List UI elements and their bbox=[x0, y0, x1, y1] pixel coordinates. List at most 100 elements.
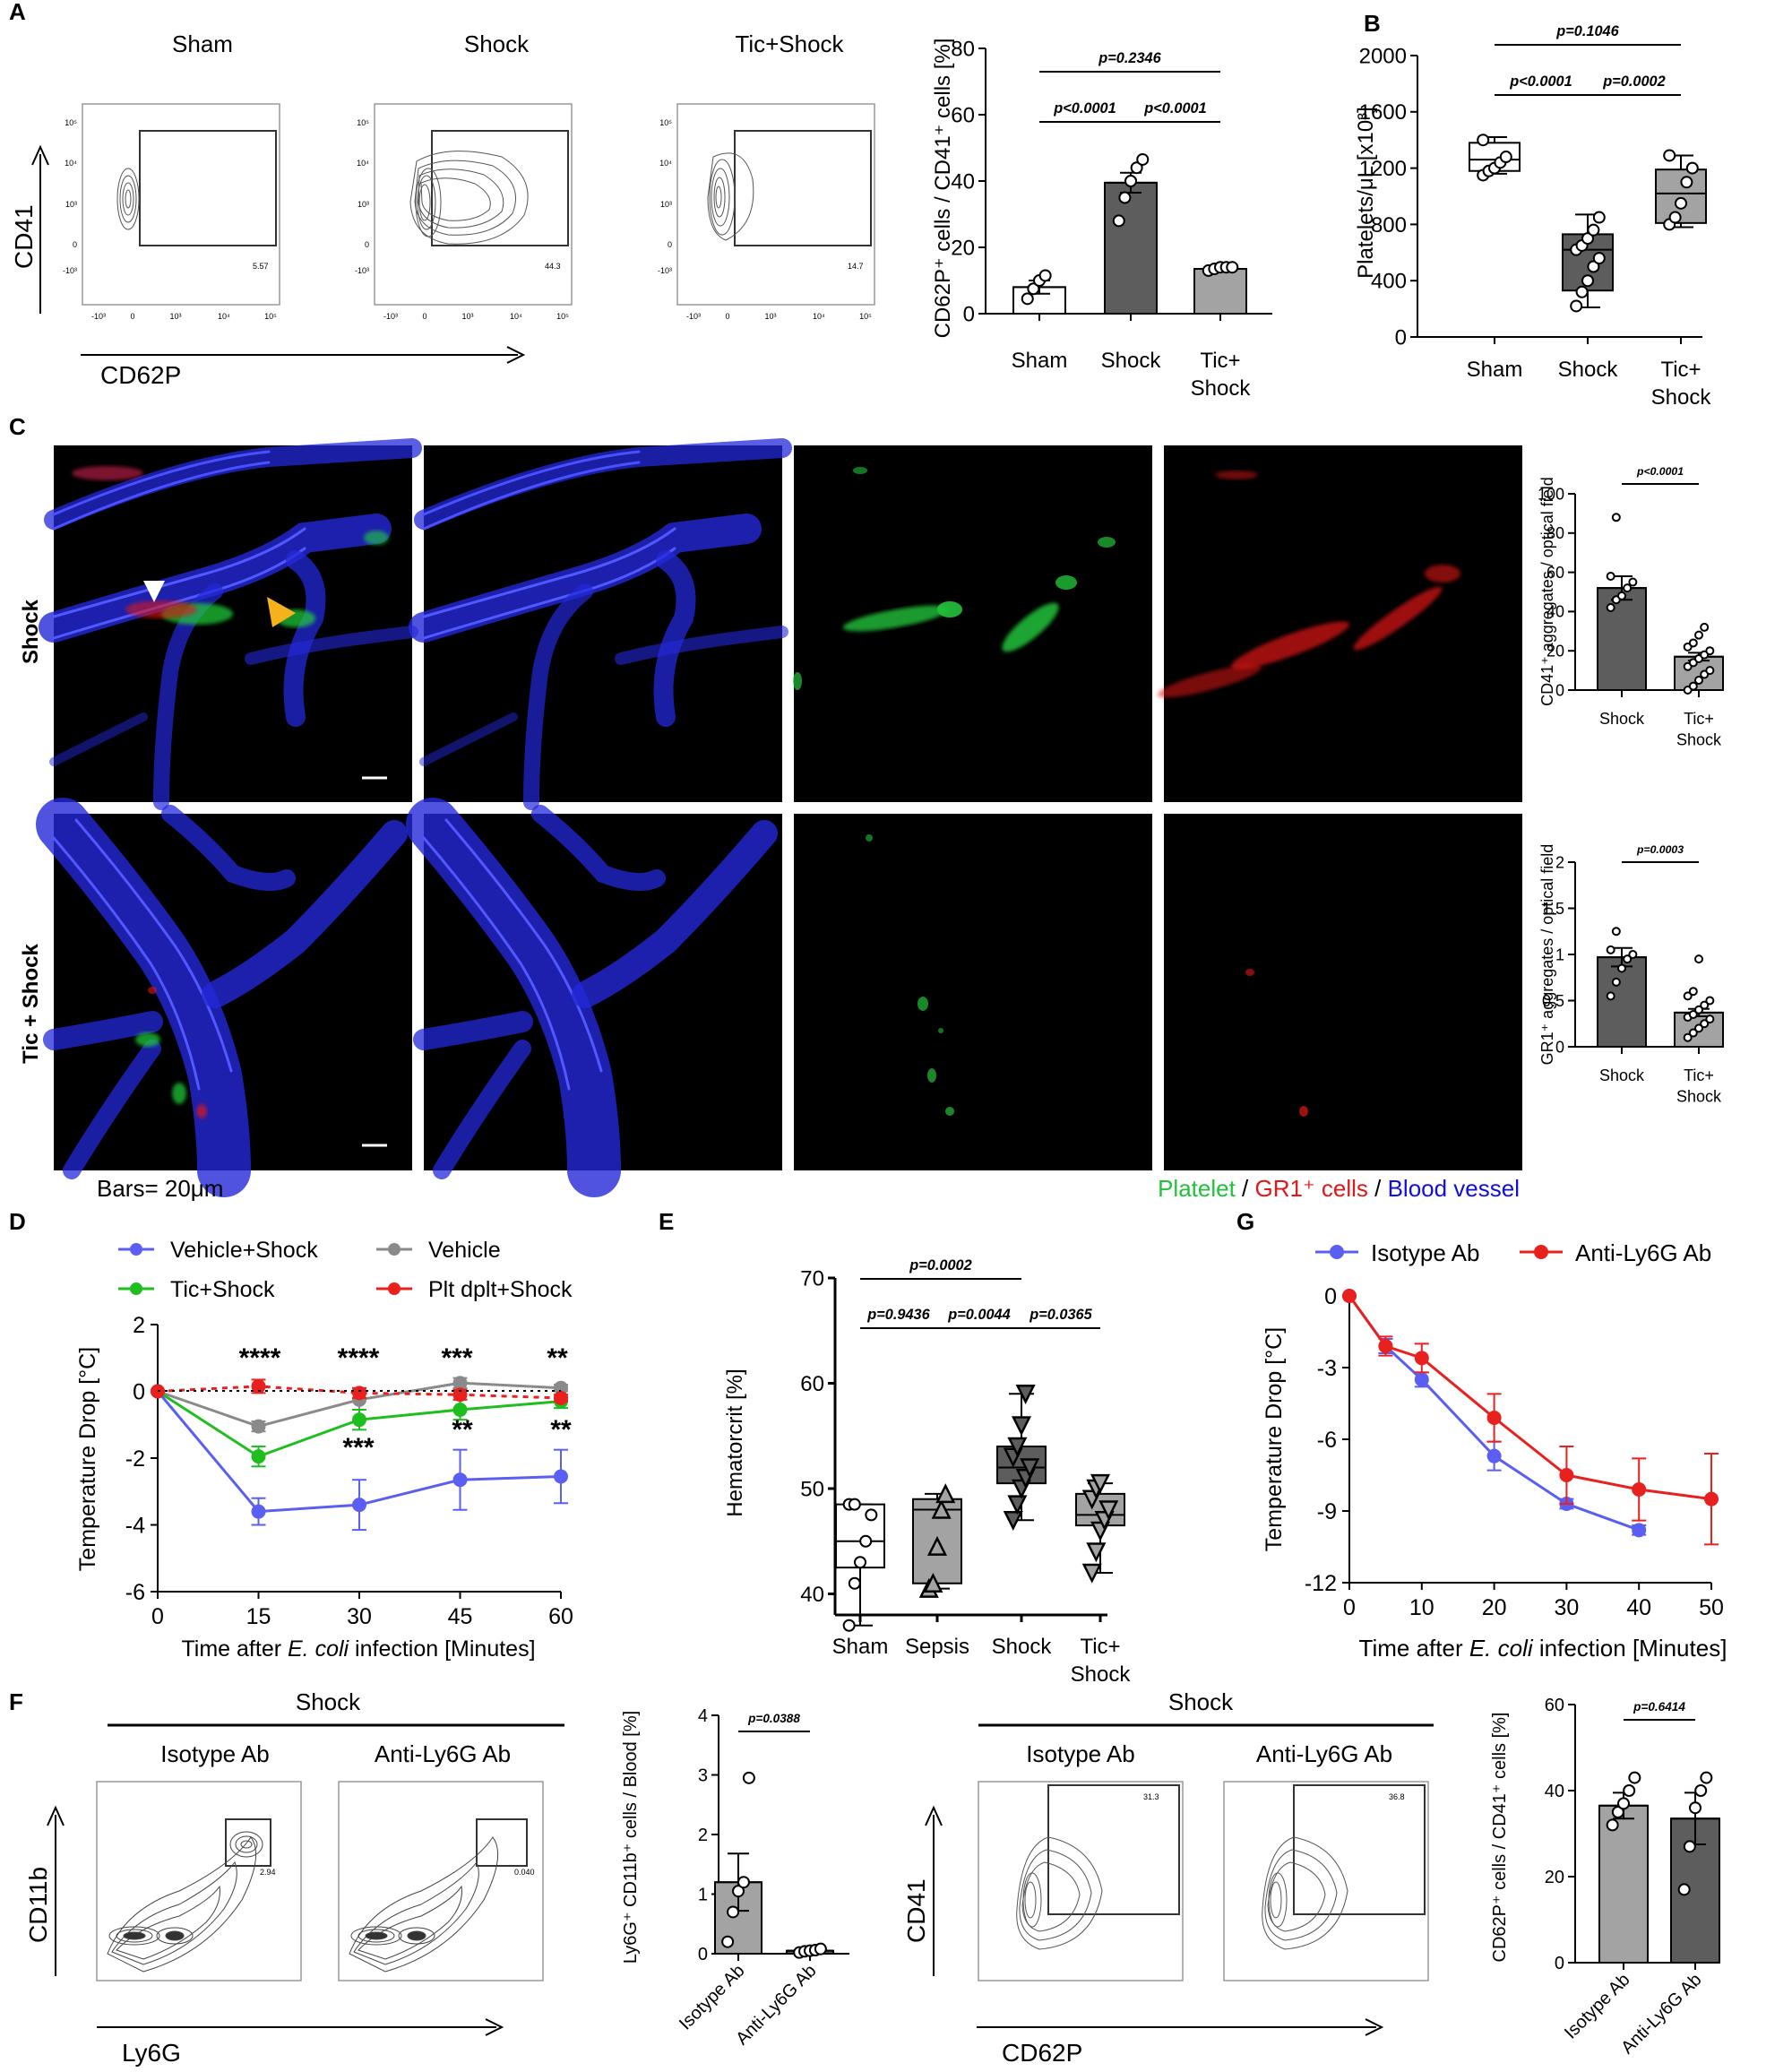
data-point bbox=[848, 1498, 861, 1511]
svg-text:10⁴: 10⁴ bbox=[510, 312, 522, 321]
p-value: p=0.0365 bbox=[1029, 1307, 1092, 1323]
data-point bbox=[1486, 1411, 1502, 1425]
p-value: p<0.0001 bbox=[1509, 73, 1572, 90]
y-tick-label: 60 bbox=[800, 1372, 824, 1396]
x-tick-label: Shock bbox=[1599, 1066, 1645, 1084]
data-point bbox=[452, 1472, 468, 1488]
gate-isotype-ly6g bbox=[225, 1818, 271, 1867]
x-tick-label: Shock bbox=[992, 1635, 1053, 1659]
data-point bbox=[1688, 1009, 1698, 1019]
data-point bbox=[865, 1508, 878, 1522]
y-tick-label: 0 bbox=[1555, 1954, 1564, 1973]
bar-shock bbox=[1597, 587, 1647, 691]
data-point bbox=[1700, 1019, 1710, 1029]
p-value: p=0.0002 bbox=[909, 1257, 971, 1273]
f-right-isotype-title: Isotype Ab bbox=[1026, 1740, 1134, 1767]
panel-letter-b: B bbox=[1364, 10, 1381, 37]
data-point bbox=[1414, 1372, 1429, 1387]
x-tick-label: Sepsis bbox=[905, 1635, 969, 1659]
panel-c-microscopy: Shock Tic + Shock bbox=[19, 445, 1522, 1202]
data-point bbox=[1098, 1500, 1119, 1521]
signals-shock-platelet bbox=[793, 467, 1116, 690]
data-point bbox=[935, 1483, 956, 1504]
legend-anti-ly6g: Anti-Ly6G Ab bbox=[1575, 1239, 1711, 1266]
data-point bbox=[1683, 1840, 1696, 1853]
svg-text:0: 0 bbox=[73, 240, 77, 249]
y-tick-label: 1 bbox=[1555, 945, 1564, 963]
data-point bbox=[1581, 274, 1594, 288]
flow-a-yticks: 10⁵ 10⁴ 10³ 0 -10³ 10⁵ 10⁴ 10³ 0 -10³ 10⁵ 10⁴… bbox=[63, 118, 672, 275]
panel-letter-e: E bbox=[659, 1208, 674, 1235]
svg-text:0: 0 bbox=[668, 240, 672, 249]
data-point bbox=[1570, 299, 1583, 313]
data-point bbox=[848, 1576, 861, 1590]
y-tick-label: 1.5 bbox=[1542, 900, 1564, 918]
data-point bbox=[1007, 1437, 1028, 1457]
data-point bbox=[721, 1935, 735, 1948]
data-point bbox=[1689, 1801, 1702, 1815]
svg-text:10³: 10³ bbox=[461, 312, 473, 321]
signals-shock-gr1 bbox=[1157, 471, 1460, 698]
data-point bbox=[1226, 261, 1239, 274]
x-tick-label: Tic+ bbox=[1684, 1066, 1714, 1084]
panel-f-flow-right: Shock Isotype Ab Anti-Ly6G Ab 31.3 36.8 … bbox=[902, 1688, 1434, 2067]
panel-letter-f: F bbox=[9, 1688, 23, 1715]
data-point bbox=[1118, 191, 1132, 204]
data-point bbox=[926, 1535, 948, 1556]
y-tick-label: 60 bbox=[1546, 564, 1564, 582]
svg-text:10³: 10³ bbox=[169, 312, 181, 321]
x-tick-label: 10 bbox=[1409, 1595, 1434, 1620]
flow-a-xticks: -10³ 0 10³ 10⁴ 10⁵ -10³ 0 10³ 10⁴ 10⁵ -10³ 0 … bbox=[91, 312, 872, 321]
bar-isotype-ab bbox=[1598, 1804, 1649, 1964]
contour-sham bbox=[116, 168, 140, 230]
data-point bbox=[814, 1942, 827, 1955]
y-tick-label: -4 bbox=[125, 1514, 145, 1539]
svg-text:10³: 10³ bbox=[65, 200, 77, 209]
gate-anti-cd62p bbox=[1293, 1784, 1426, 1915]
svg-text:0: 0 bbox=[725, 312, 729, 321]
data-point bbox=[1606, 945, 1615, 954]
data-point bbox=[251, 1504, 266, 1519]
y-tick-label: 0 bbox=[963, 302, 975, 326]
data-point bbox=[1021, 292, 1034, 306]
chart-c-cd41-aggregates: 0 20 40 60 80 100 Shock Tic+ Shock CD41⁺ aggregat… bbox=[1538, 465, 1724, 748]
x-tick-label: Shock bbox=[1071, 1662, 1132, 1687]
data-point bbox=[742, 1771, 755, 1784]
y-tick-label: 2 bbox=[698, 1826, 708, 1845]
data-point bbox=[1378, 1339, 1393, 1353]
cd62p-axis-label: CD62P bbox=[100, 361, 181, 389]
svg-text:-10³: -10³ bbox=[63, 266, 77, 275]
data-point bbox=[1617, 963, 1626, 973]
data-point bbox=[1611, 513, 1621, 522]
p-value: p=0.6414 bbox=[1633, 1700, 1685, 1714]
x-tick-label: 60 bbox=[548, 1604, 573, 1629]
p-value: p=0.0044 bbox=[947, 1307, 1010, 1323]
data-point bbox=[1700, 1771, 1713, 1784]
chart-e-hematocrit: 40 50 60 70 Sham Sepsis Shock Tic+ Shock Hematorc… bbox=[723, 1257, 1131, 1687]
flow-gate-shock bbox=[431, 130, 569, 246]
svg-text:10⁴: 10⁴ bbox=[813, 312, 825, 321]
panel-letter-d: D bbox=[9, 1208, 26, 1235]
gate-value-right-anti: 36.8 bbox=[1389, 1792, 1405, 1801]
signals-shock-merged bbox=[72, 466, 389, 780]
f-left-xlabel: Ly6G bbox=[122, 2039, 181, 2067]
x-tick-label: Tic+ bbox=[1660, 358, 1701, 382]
x-tick-label: Shock bbox=[1558, 358, 1619, 382]
data-point bbox=[352, 1386, 366, 1401]
data-point bbox=[1112, 214, 1125, 228]
flow-gate-value-sham: 5.57 bbox=[253, 262, 269, 271]
y-tick-label: -12 bbox=[1305, 1571, 1337, 1596]
flow-frame-tic-shock bbox=[676, 103, 875, 306]
svg-text:10⁴: 10⁴ bbox=[218, 312, 230, 321]
data-point bbox=[1587, 223, 1600, 237]
f-left-shock-title: Shock bbox=[296, 1688, 361, 1715]
f-left-isotype-title: Isotype Ab bbox=[160, 1740, 269, 1767]
f-right-ylabel: CD41 bbox=[902, 1878, 930, 1943]
y-tick-label: 2 bbox=[133, 1313, 145, 1338]
panel-f-flow-left: Shock Isotype Ab Anti-Ly6G Ab 2.94 0.040… bbox=[24, 1688, 564, 2067]
row-label-shock: Shock bbox=[19, 599, 43, 664]
y-axis-label: Ly6G⁺ CD11b⁺ cells / Blood [%] bbox=[621, 1711, 641, 1964]
data-point bbox=[1680, 176, 1693, 189]
signals-tic-gr1 bbox=[1245, 969, 1308, 1117]
